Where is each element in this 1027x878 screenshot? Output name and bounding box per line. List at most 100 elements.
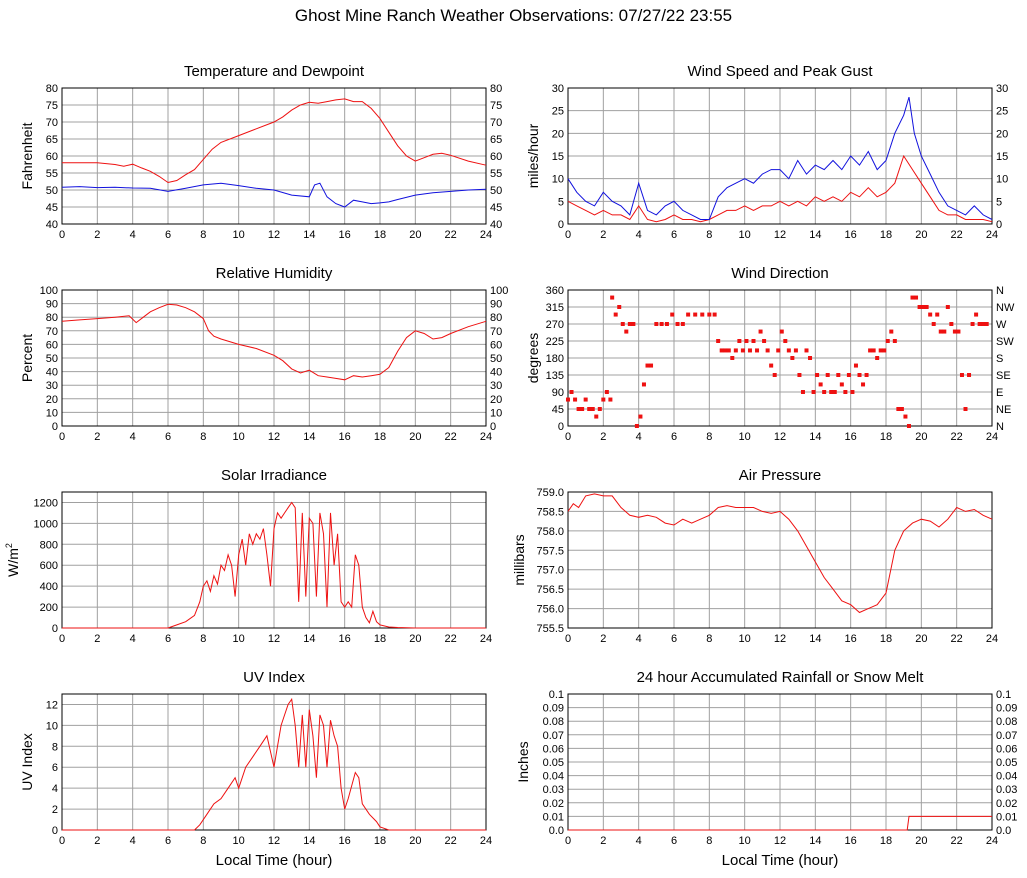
ytick-label-right: SE: [996, 370, 1011, 382]
xtick-label: 8: [706, 229, 712, 241]
xtick-label: 22: [951, 835, 963, 847]
xtick-label: 20: [915, 633, 927, 645]
xtick-label: 22: [445, 835, 457, 847]
xtick-label: 22: [951, 431, 963, 443]
data-point: [952, 329, 957, 334]
ytick-label: 0.02: [543, 798, 564, 810]
ytick-label-right: 30: [996, 83, 1008, 95]
xtick-label: 6: [165, 835, 171, 847]
ytick-label-right: 0.03: [996, 784, 1017, 796]
ytick-label-right: 70: [490, 326, 502, 338]
ytick-label-right: 0.05: [996, 757, 1017, 769]
series-line-0: [62, 697, 486, 831]
data-point: [906, 424, 911, 428]
xtick-label: 2: [94, 229, 100, 241]
ytick-label-right: 65: [490, 134, 502, 146]
xtick-label: 2: [94, 835, 100, 847]
ytick-label-right: 10: [996, 174, 1008, 186]
xtick-label: 20: [409, 633, 421, 645]
xtick-label: 0: [59, 835, 65, 847]
ytick-label: 90: [552, 387, 564, 399]
data-point: [853, 363, 858, 368]
chart-rain: 24 hour Accumulated Rainfall or Snow Mel…: [515, 669, 1017, 847]
chart-title: Wind Direction: [731, 265, 829, 282]
data-point: [942, 329, 947, 334]
ytick-label-right: 0.04: [996, 771, 1017, 783]
xtick-label: 24: [986, 229, 998, 241]
chart-title: UV Index: [243, 669, 305, 686]
data-point: [815, 373, 820, 377]
data-point: [899, 407, 904, 411]
xtick-label: 4: [130, 633, 136, 645]
data-point: [620, 322, 625, 326]
xtick-label: 22: [445, 633, 457, 645]
data-point: [839, 382, 844, 387]
data-point: [981, 322, 986, 326]
data-point: [680, 322, 685, 326]
xtick-label: 0: [59, 431, 65, 443]
xtick-label: 2: [600, 835, 606, 847]
ytick-label-right: NE: [996, 404, 1011, 416]
ytick-label: 40: [46, 219, 58, 231]
ytick-label: 10: [552, 174, 564, 186]
ytick-label-right: 30: [490, 380, 502, 392]
ytick-label: 0.09: [543, 703, 564, 715]
data-point: [569, 390, 574, 394]
ytick-label: 758.5: [536, 506, 564, 518]
ytick-label: 6: [52, 762, 58, 774]
xtick-label: 16: [845, 229, 857, 241]
data-point: [716, 339, 721, 343]
data-point: [800, 390, 805, 394]
xtick-label: 8: [706, 431, 712, 443]
xtick-label: 24: [986, 633, 998, 645]
ytick-label-right: 75: [490, 100, 502, 112]
data-point: [590, 407, 595, 411]
data-point: [861, 382, 866, 387]
ytick-label: 15: [552, 151, 564, 163]
ytick-label-right: 0.1: [996, 689, 1011, 701]
data-point: [878, 348, 883, 353]
ytick-label-right: 0: [490, 421, 496, 433]
data-point: [790, 356, 795, 360]
xtick-label: 10: [233, 835, 245, 847]
data-point: [645, 363, 650, 368]
ytick-label-right: 0.0: [996, 825, 1011, 837]
xtick-label: 8: [706, 633, 712, 645]
series-line-0: [568, 815, 992, 831]
xtick-label: 4: [636, 835, 642, 847]
ytick-label: 90: [46, 299, 58, 311]
data-point: [928, 312, 933, 317]
xtick-label: 10: [233, 431, 245, 443]
ytick-label-right: 0.01: [996, 811, 1017, 823]
data-point: [822, 390, 827, 394]
ytick-label: 756.0: [536, 604, 564, 616]
data-point: [580, 407, 585, 411]
ytick-label: 30: [46, 380, 58, 392]
xtick-label: 24: [986, 835, 998, 847]
ytick-label: 0: [558, 421, 564, 433]
ytick-label: 25: [552, 106, 564, 118]
xtick-label: 6: [671, 229, 677, 241]
data-point: [938, 329, 943, 334]
xtick-label: 12: [268, 229, 280, 241]
y-axis-label: miles/hour: [525, 123, 541, 188]
data-point: [659, 322, 664, 326]
ytick-label-right: 90: [490, 299, 502, 311]
ytick-label: 20: [552, 128, 564, 140]
xtick-label: 18: [374, 633, 386, 645]
ytick-label-right: 0.02: [996, 798, 1017, 810]
dashboard-title: Ghost Mine Ranch Weather Observations: 0…: [294, 6, 733, 25]
ytick-label: 1000: [34, 518, 58, 530]
xtick-label: 22: [445, 229, 457, 241]
chart-pressure: Air Pressure 755.5 756.0 756.5 757.0 757.5 758…: [511, 467, 998, 645]
ytick-label-right: 40: [490, 367, 502, 379]
ytick-label-right: SW: [996, 336, 1014, 348]
xtick-label: 10: [739, 229, 751, 241]
ytick-label: 400: [40, 581, 58, 593]
data-point: [882, 348, 887, 353]
data-point: [949, 322, 954, 326]
ytick-label-right: 40: [490, 219, 502, 231]
data-point: [811, 390, 816, 394]
